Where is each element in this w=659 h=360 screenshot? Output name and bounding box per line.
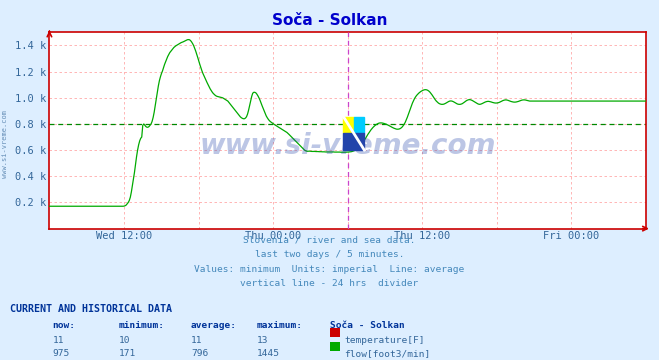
Text: now:: now: xyxy=(53,321,76,330)
Text: 10: 10 xyxy=(119,336,130,345)
Text: minimum:: minimum: xyxy=(119,321,165,330)
Text: www.si-vreme.com: www.si-vreme.com xyxy=(200,132,496,160)
Text: 11: 11 xyxy=(53,336,64,345)
Bar xyxy=(354,117,364,134)
Text: last two days / 5 minutes.: last two days / 5 minutes. xyxy=(255,250,404,259)
Text: 796: 796 xyxy=(191,349,208,358)
Text: Values: minimum  Units: imperial  Line: average: Values: minimum Units: imperial Line: av… xyxy=(194,265,465,274)
Text: maximum:: maximum: xyxy=(257,321,303,330)
Text: 975: 975 xyxy=(53,349,70,358)
Text: 13: 13 xyxy=(257,336,268,345)
Text: Soča - Solkan: Soča - Solkan xyxy=(330,321,404,330)
Text: average:: average: xyxy=(191,321,237,330)
Text: temperature[F]: temperature[F] xyxy=(344,336,424,345)
Text: Slovenia / river and sea data.: Slovenia / river and sea data. xyxy=(243,236,416,245)
Bar xyxy=(343,117,354,134)
Text: www.si-vreme.com: www.si-vreme.com xyxy=(2,110,9,178)
Text: vertical line - 24 hrs  divider: vertical line - 24 hrs divider xyxy=(241,279,418,288)
Text: CURRENT AND HISTORICAL DATA: CURRENT AND HISTORICAL DATA xyxy=(10,304,172,314)
Text: 11: 11 xyxy=(191,336,202,345)
Text: 171: 171 xyxy=(119,349,136,358)
Bar xyxy=(343,134,364,150)
Text: Soča - Solkan: Soča - Solkan xyxy=(272,13,387,28)
Text: flow[foot3/min]: flow[foot3/min] xyxy=(344,349,430,358)
Text: 1445: 1445 xyxy=(257,349,280,358)
